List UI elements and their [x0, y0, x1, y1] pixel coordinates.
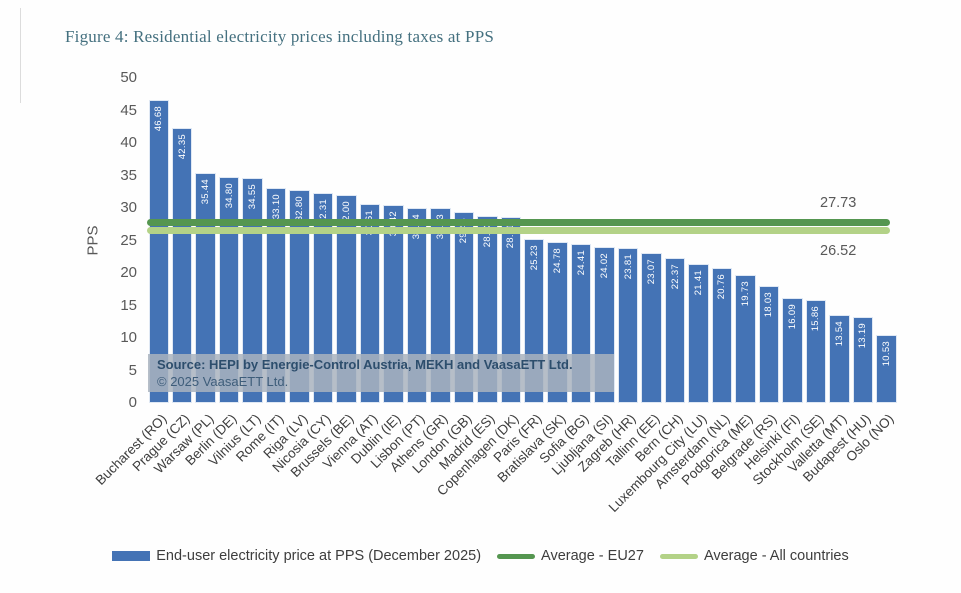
average-annotation: 26.52 [820, 242, 857, 259]
y-tick-label: 35 [120, 166, 137, 184]
y-tick-label: 50 [120, 69, 137, 86]
bar: 15.86 [805, 299, 827, 403]
bar: 18.03 [758, 285, 780, 403]
bar: 21.41 [688, 263, 709, 403]
bar: 22.37 [664, 257, 686, 403]
bar: 46.68 [148, 99, 169, 403]
bar-value-label: 34.55 [247, 184, 259, 210]
bar-value-label: 18.03 [763, 291, 775, 318]
source-line-1: Source: HEPI by Energie-Control Austria,… [157, 357, 573, 372]
bar-value-label: 22.37 [669, 263, 681, 289]
y-tick-label: 5 [128, 361, 137, 379]
page-left-rule [20, 8, 21, 103]
bar: 32.80 [289, 189, 310, 403]
y-tick-label: 45 [120, 101, 137, 119]
bar-value-label: 34.80 [223, 182, 235, 209]
legend-label: End-user electricity price at PPS (Decem… [156, 548, 482, 564]
bar: 16.09 [782, 298, 803, 403]
bar: 32.31 [312, 192, 334, 403]
bar: 30.42 [383, 205, 404, 403]
bar-value-label: 46.68 [153, 105, 165, 131]
bar: 19.73 [735, 274, 756, 403]
bar-value-label: 23.81 [622, 254, 634, 280]
bar-value-label: 13.19 [857, 323, 869, 349]
source-attribution-box: Source: HEPI by Energie-Control Austria,… [148, 354, 614, 392]
y-tick-label: 20 [120, 264, 137, 281]
legend-bar-swatch [112, 551, 151, 561]
bar-value-label: 25.23 [528, 245, 540, 271]
legend-label: Average - All countries [703, 548, 849, 564]
y-tick-label: 10 [120, 329, 137, 346]
y-tick-label: 40 [120, 134, 137, 151]
bar: 32.00 [336, 195, 357, 403]
y-tick-label: 15 [120, 296, 137, 314]
bar-value-label: 23.07 [646, 259, 658, 285]
figure-title: Figure 4: Residential electricity prices… [65, 27, 495, 46]
legend-line-swatch [497, 553, 536, 559]
bar: 34.55 [242, 178, 263, 403]
bar: 10.53 [876, 334, 897, 403]
bar-value-label: 35.44 [200, 178, 212, 204]
bar: 23.07 [641, 253, 662, 403]
bar-value-label: 10.53 [880, 340, 892, 366]
y-tick-label: 0 [128, 394, 137, 411]
bar-value-label: 28.73 [481, 222, 493, 248]
bar-value-label: 20.76 [716, 274, 728, 300]
bar-value-label: 33.10 [270, 193, 282, 220]
legend-item: Average - EU27 [497, 548, 644, 564]
bar: 23.81 [617, 248, 639, 403]
bar: 30.61 [359, 204, 381, 403]
bar-value-label: 19.73 [739, 280, 751, 307]
bar-value-label: 21.41 [693, 269, 705, 296]
bar: 33.10 [265, 187, 287, 403]
all-countries-average-line [147, 227, 890, 235]
legend-line-swatch [659, 553, 698, 559]
bar-value-label: 32.80 [294, 195, 306, 222]
y-tick-label: 25 [120, 231, 137, 249]
bar-value-label: 15.86 [810, 305, 822, 332]
source-line-2: © 2025 VaasaETT Ltd. [157, 374, 289, 389]
bar: 20.76 [711, 268, 733, 403]
bar-value-label: 24.02 [599, 252, 611, 279]
legend-item: End-user electricity price at PPS (Decem… [112, 548, 481, 564]
bar-value-label: 42.35 [176, 133, 188, 159]
legend-label: Average - EU27 [541, 548, 644, 564]
average-annotation: 27.73 [820, 194, 857, 211]
legend-item: Average - All countries [659, 548, 849, 564]
bar-value-label: 16.09 [786, 304, 798, 330]
bar-value-label: 24.41 [575, 250, 587, 276]
bar: 13.19 [852, 317, 874, 403]
bar-value-label: 13.54 [833, 320, 845, 347]
y-tick-label: 30 [120, 199, 137, 216]
chart-legend: End-user electricity price at PPS (Decem… [0, 548, 961, 564]
bar: 13.54 [829, 314, 850, 403]
bar: 42.35 [171, 127, 193, 403]
bar-value-label: 24.78 [552, 247, 564, 274]
eu27-average-line [147, 219, 890, 227]
